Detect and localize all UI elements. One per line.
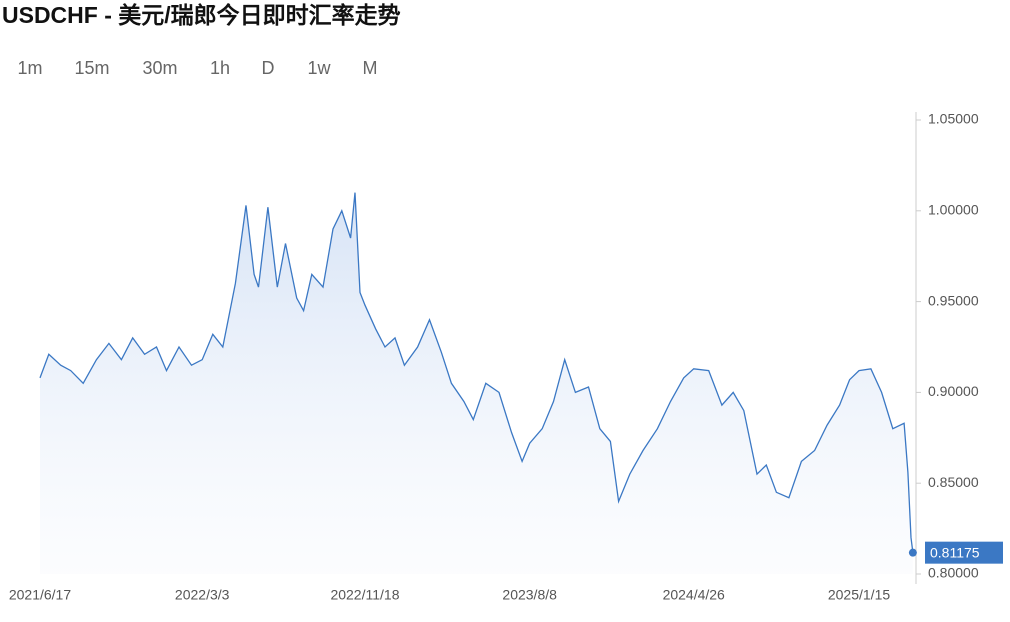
y-tick-label: 0.90000 xyxy=(928,383,979,399)
y-tick-label: 0.80000 xyxy=(928,565,979,581)
timeframe-button[interactable]: 1h xyxy=(210,58,230,78)
timeframe-button[interactable]: 1m xyxy=(17,58,42,78)
timeframe-button[interactable]: M xyxy=(363,58,378,78)
timeframe-button[interactable]: 15m xyxy=(74,58,109,78)
y-tick-label: 1.05000 xyxy=(928,111,979,127)
timeframe-button[interactable]: 1w xyxy=(307,58,331,78)
last-price-label: 0.81175 xyxy=(930,544,980,560)
y-tick-label: 0.85000 xyxy=(928,474,979,490)
timeframe-button[interactable]: D xyxy=(262,58,275,78)
price-line xyxy=(39,192,914,553)
chart-title: USDCHF - 美元/瑞郎今日即时汇率走势 xyxy=(2,2,401,28)
last-price-box xyxy=(925,541,1003,564)
area xyxy=(40,192,913,574)
x-tick-label: 2022/11/18 xyxy=(330,587,399,603)
last-point xyxy=(908,548,917,557)
x-tick-label: 2025/1/15 xyxy=(828,587,890,603)
x-tick-label: 2022/3/3 xyxy=(175,587,230,603)
timeframe-button[interactable]: 30m xyxy=(142,58,177,78)
x-tick-label: 2023/8/8 xyxy=(502,587,557,603)
y-tick-label: 0.95000 xyxy=(928,292,979,308)
x-tick-label: 2024/4/26 xyxy=(663,587,725,603)
y-tick-label: 1.00000 xyxy=(928,202,979,218)
x-tick-label: 2021/6/17 xyxy=(9,587,71,603)
